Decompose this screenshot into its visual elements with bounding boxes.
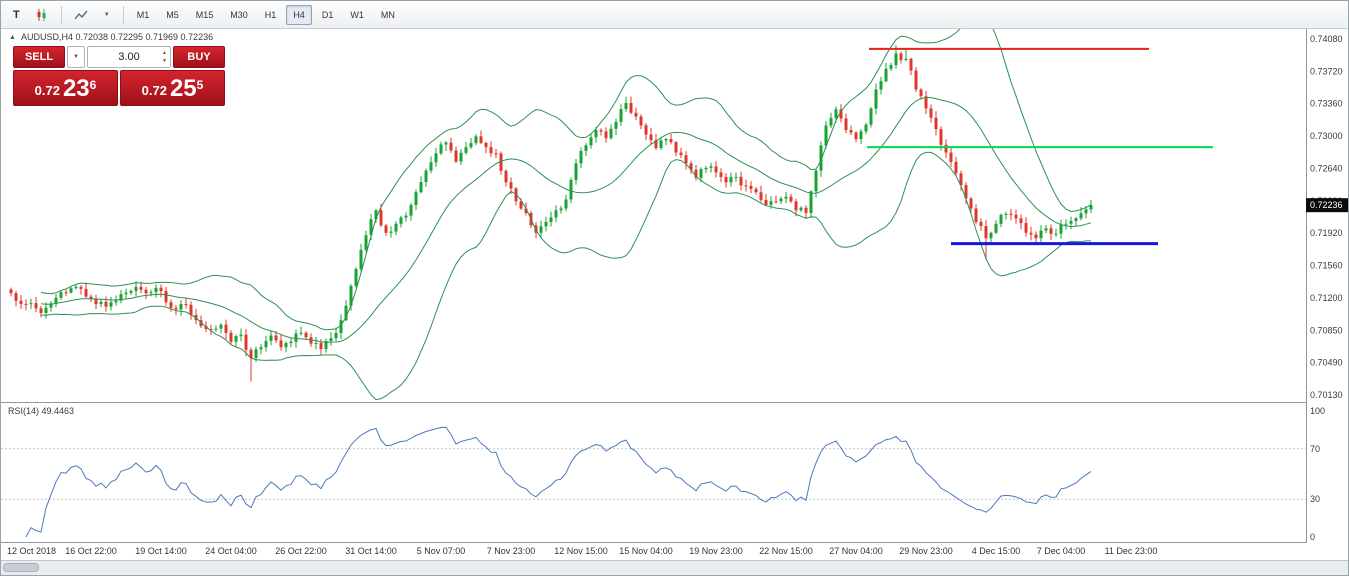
svg-text:0.71560: 0.71560 <box>1310 261 1343 271</box>
bollinger-bands <box>40 29 1092 401</box>
chart-pane[interactable]: 0.740800.737200.733600.730000.726400.722… <box>1 29 1348 403</box>
timeframe-group: M1 M5 M15 M30 H1 H4 D1 W1 MN <box>130 4 402 25</box>
sell-price-button[interactable]: 0.72 23 6 <box>13 70 118 106</box>
sell-button[interactable]: SELL <box>13 46 65 68</box>
timeframe-w1[interactable]: W1 <box>350 9 364 20</box>
timeframe-m30[interactable]: M30 <box>230 9 248 20</box>
svg-text:100: 100 <box>1310 406 1325 416</box>
svg-text:0.72640: 0.72640 <box>1310 163 1343 173</box>
volume-input[interactable] <box>99 51 159 63</box>
time-label: 26 Oct 22:00 <box>275 546 327 556</box>
line-chart-icon <box>74 10 88 19</box>
buy-price-sup: 5 <box>196 78 204 92</box>
buy-price-big: 25 <box>169 75 197 102</box>
rsi-axis-bg[interactable] <box>1306 403 1349 543</box>
one-click-trading-panel: SELL ▼ ▲ ▼ BUY 0.72 23 6 <box>13 46 225 106</box>
timeframe-h1[interactable]: H1 <box>264 9 277 20</box>
svg-text:0.70850: 0.70850 <box>1310 325 1343 335</box>
symbol-ohlc-text: AUDUSD,H4 0.72038 0.72295 0.71969 0.7223… <box>20 32 214 42</box>
toolbar-separator <box>122 5 124 24</box>
templates-button[interactable]: T <box>13 8 20 21</box>
svg-text:0.74080: 0.74080 <box>1310 34 1343 44</box>
timeframe-mn[interactable]: MN <box>380 9 395 20</box>
buy-button[interactable]: BUY <box>173 46 225 68</box>
price-axis-bg[interactable] <box>1306 29 1349 403</box>
time-label: 19 Nov 23:00 <box>689 546 743 556</box>
time-axis[interactable]: 12 Oct 2018 16 Oct 22:00 19 Oct 14:00 24 Oc… <box>1 543 1348 561</box>
time-label: 7 Nov 23:00 <box>486 546 536 556</box>
time-label: 12 Nov 15:00 <box>554 546 608 556</box>
volume-field-wrap: ▲ ▼ <box>87 46 171 68</box>
svg-text:0: 0 <box>1310 532 1315 542</box>
buy-price-base: 0.72 <box>141 83 167 98</box>
time-label: 11 Dec 23:00 <box>1104 546 1158 556</box>
chart-type-caret-button[interactable]: ▼ <box>97 5 117 25</box>
spin-down-icon[interactable]: ▼ <box>162 58 167 64</box>
time-label: 12 Oct 2018 <box>7 546 57 556</box>
time-label: 7 Dec 04:00 <box>1036 546 1086 556</box>
svg-text:70: 70 <box>1310 444 1320 454</box>
svg-text:0.73000: 0.73000 <box>1310 131 1343 141</box>
panel-collapse-icon[interactable]: ▲ <box>9 33 16 41</box>
buy-price-button[interactable]: 0.72 25 5 <box>120 70 225 106</box>
candles-layer <box>9 45 1093 382</box>
current-price-tag <box>1306 198 1348 213</box>
rsi-line <box>25 426 1092 538</box>
price-chart[interactable]: 0.740800.737200.733600.730000.726400.722… <box>1 29 1349 403</box>
caret-down-icon: ▼ <box>73 54 79 60</box>
volume-stepper[interactable]: ▲ ▼ <box>162 49 167 65</box>
rsi-pane[interactable]: 100 70 30 0 RSI(14) 49.4463 <box>1 403 1348 543</box>
svg-text:0.73720: 0.73720 <box>1310 66 1343 76</box>
time-label: 15 Nov 04:00 <box>619 546 673 556</box>
rsi-chart[interactable]: 100 70 30 0 <box>1 403 1349 543</box>
caret-down-icon: ▼ <box>103 11 110 18</box>
volume-dropdown-button[interactable]: ▼ <box>67 46 85 68</box>
sell-price-sup: 6 <box>89 78 97 92</box>
time-label: 5 Nov 07:00 <box>416 546 466 556</box>
svg-text:0.73360: 0.73360 <box>1310 99 1343 109</box>
svg-text:0.72236: 0.72236 <box>1310 200 1343 210</box>
time-label: 31 Oct 14:00 <box>345 546 397 556</box>
svg-text:0.71200: 0.71200 <box>1310 293 1343 303</box>
rsi-indicator-label: RSI(14) 49.4463 <box>8 406 75 416</box>
sell-price-big: 23 <box>62 75 90 102</box>
time-label: 29 Nov 23:00 <box>899 546 953 556</box>
toolbar-separator <box>60 5 62 24</box>
timeframe-m15[interactable]: M15 <box>195 9 214 20</box>
rsi-axis-labels[interactable]: 100 70 30 0 <box>1310 406 1325 542</box>
spin-up-icon[interactable]: ▲ <box>162 50 167 56</box>
time-label: 16 Oct 22:00 <box>65 546 117 556</box>
time-label: 27 Nov 04:00 <box>829 546 883 556</box>
time-label: 24 Oct 04:00 <box>205 546 257 556</box>
svg-text:0.70490: 0.70490 <box>1310 358 1343 368</box>
svg-text:30: 30 <box>1310 494 1320 504</box>
timeframe-h4[interactable]: H4 <box>286 4 312 25</box>
candlesticks-icon-glyph <box>37 8 46 21</box>
scrollbar-thumb[interactable] <box>3 563 39 572</box>
time-label: 22 Nov 15:00 <box>759 546 813 556</box>
time-label: 4 Dec 15:00 <box>971 546 1021 556</box>
toolbar: T ▼ M1 M5 M15 M30 H1 H4 D1 W1 MN <box>1 1 1348 29</box>
candlesticks-icon[interactable] <box>29 5 55 25</box>
time-label: 19 Oct 14:00 <box>135 546 187 556</box>
timeframe-m1[interactable]: M1 <box>136 9 150 20</box>
timeframe-d1[interactable]: D1 <box>321 9 334 20</box>
chart-type-button[interactable] <box>68 5 95 25</box>
svg-text:0.71920: 0.71920 <box>1310 228 1343 238</box>
symbol-ohlc-line: ▲ AUDUSD,H4 0.72038 0.72295 0.71969 0.72… <box>9 32 213 42</box>
chart-scrollbar[interactable] <box>1 561 1348 575</box>
sell-price-base: 0.72 <box>34 83 60 98</box>
timeframe-m5[interactable]: M5 <box>166 9 179 20</box>
svg-text:0.70130: 0.70130 <box>1310 390 1343 400</box>
